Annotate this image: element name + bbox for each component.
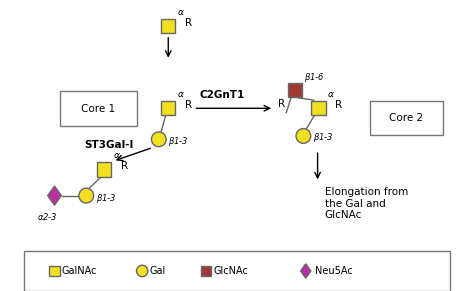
Bar [49,266,60,276]
Circle shape [137,265,148,277]
Text: $\alpha$: $\alpha$ [113,151,120,160]
Polygon shape [301,264,311,278]
Bar [161,101,175,116]
Text: R: R [185,18,192,29]
Text: Core 1: Core 1 [82,104,115,113]
Text: $\alpha$2-3: $\alpha$2-3 [37,211,58,222]
Text: $\alpha$: $\alpha$ [327,90,335,99]
Text: Elongation from
the Gal and
GlcNAc: Elongation from the Gal and GlcNAc [325,187,408,220]
Text: $\beta$1-3: $\beta$1-3 [168,135,189,148]
Text: $\beta$1-3: $\beta$1-3 [96,192,116,205]
Text: R: R [185,100,192,110]
Bar [201,266,211,276]
FancyBboxPatch shape [24,251,450,290]
FancyBboxPatch shape [60,91,137,126]
Bar [161,19,175,33]
Text: Gal: Gal [150,266,166,276]
Text: R: R [121,162,128,171]
Circle shape [152,132,166,147]
Text: GlcNAc: GlcNAc [213,266,248,276]
Text: $\beta$1-6: $\beta$1-6 [304,71,325,84]
Circle shape [79,188,94,203]
Text: R: R [278,99,285,109]
Polygon shape [48,186,61,205]
Text: $\alpha$: $\alpha$ [177,90,184,99]
Bar [288,83,302,97]
Bar [311,101,326,116]
Text: $\beta$1-3: $\beta$1-3 [313,131,333,144]
FancyBboxPatch shape [370,101,443,136]
Text: R: R [335,100,342,110]
Text: Neu5Ac: Neu5Ac [315,266,353,276]
Text: ST3Gal-I: ST3Gal-I [84,140,134,150]
Text: C2GnT1: C2GnT1 [199,90,245,100]
Bar [97,162,111,177]
Text: GalNAc: GalNAc [62,266,97,276]
Text: $\alpha$: $\alpha$ [177,8,184,17]
Text: Core 2: Core 2 [390,113,423,123]
Circle shape [296,129,311,143]
